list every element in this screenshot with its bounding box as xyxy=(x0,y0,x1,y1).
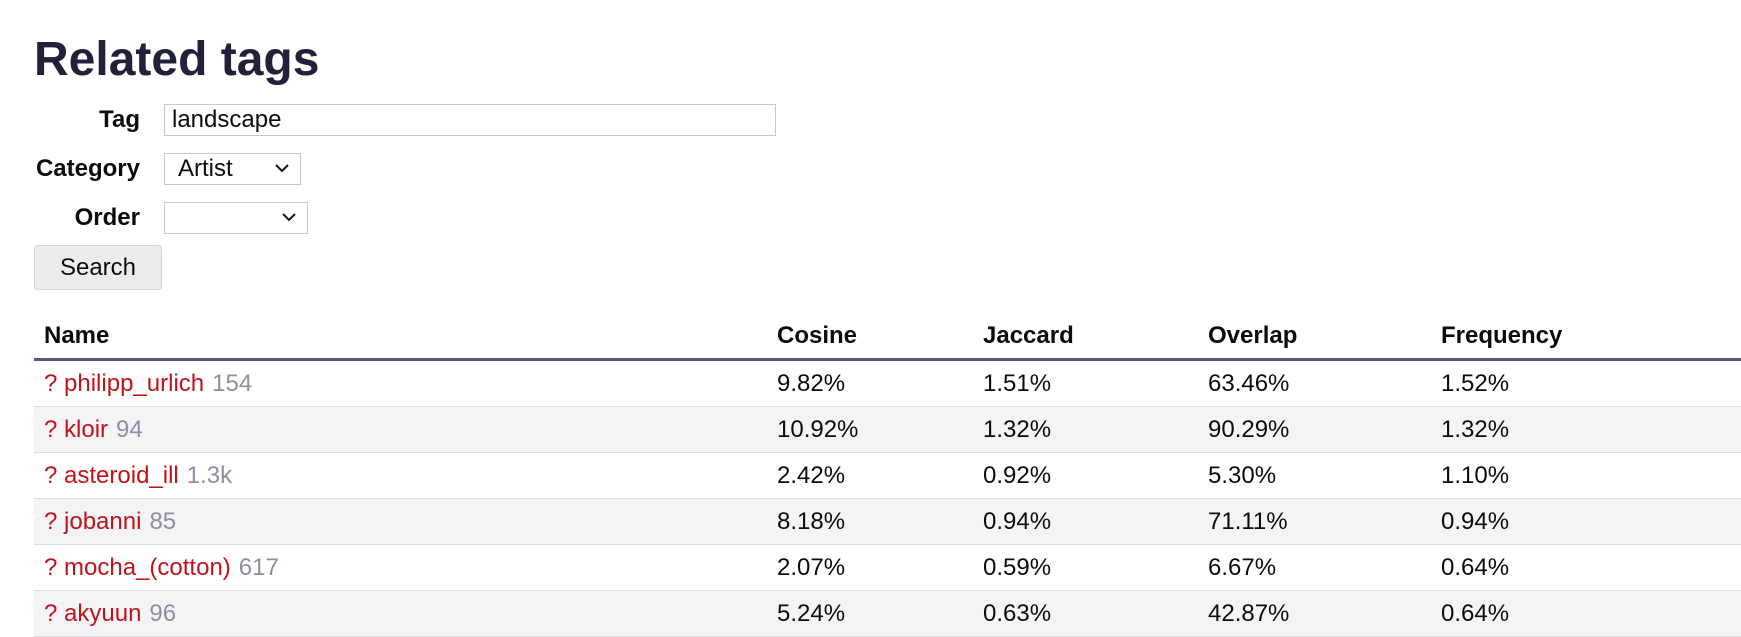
frequency-cell: 0.64% xyxy=(1431,544,1741,591)
jaccard-cell: 0.59% xyxy=(973,544,1198,591)
column-header-frequency[interactable]: Frequency xyxy=(1431,314,1741,361)
order-row: Order xyxy=(34,200,1741,236)
table-header-row: Name Cosine Jaccard Overlap Frequency xyxy=(34,314,1741,361)
wiki-help-link[interactable]: ? xyxy=(44,599,58,627)
column-header-jaccard[interactable]: Jaccard xyxy=(973,314,1198,361)
jaccard-cell: 1.32% xyxy=(973,406,1198,453)
frequency-cell: 1.10% xyxy=(1431,452,1741,499)
order-select[interactable] xyxy=(164,202,308,234)
post-count: 617 xyxy=(238,553,279,581)
post-count: 1.3k xyxy=(186,461,233,489)
category-row: Category Artist xyxy=(34,151,1741,187)
overlap-cell: 90.29% xyxy=(1198,406,1431,453)
tag-link[interactable]: akyuun xyxy=(64,599,142,627)
jaccard-cell: 0.94% xyxy=(973,498,1198,545)
name-cell: ? philipp_urlich 154 xyxy=(34,359,767,407)
tag-link[interactable]: mocha_(cotton) xyxy=(64,553,231,581)
tag-link[interactable]: asteroid_ill xyxy=(64,461,179,489)
cosine-cell: 5.24% xyxy=(767,590,973,637)
name-cell: ? kloir 94 xyxy=(34,406,767,453)
overlap-cell: 63.46% xyxy=(1198,359,1431,407)
post-count: 85 xyxy=(149,507,177,535)
cosine-cell: 2.42% xyxy=(767,452,973,499)
table-row: ? philipp_urlich 154 9.82% 1.51% 63.46% 1… xyxy=(34,359,1741,407)
post-count: 94 xyxy=(116,415,143,443)
wiki-help-link[interactable]: ? xyxy=(44,461,58,489)
name-cell: ? mocha_(cotton) 617 xyxy=(34,544,767,591)
chevron-down-icon xyxy=(282,213,296,222)
wiki-help-link[interactable]: ? xyxy=(44,507,58,535)
table-row: ? jobanni 85 8.18% 0.94% 71.11% 0.94% xyxy=(34,498,1741,545)
overlap-cell: 6.67% xyxy=(1198,544,1431,591)
tag-input[interactable] xyxy=(164,104,776,136)
page-title: Related tags xyxy=(34,33,320,86)
frequency-cell: 1.52% xyxy=(1431,359,1741,407)
table-row: ? akyuun 96 5.24% 0.63% 42.87% 0.64% xyxy=(34,590,1741,637)
category-label: Category xyxy=(35,155,140,182)
overlap-cell: 71.11% xyxy=(1198,498,1431,545)
name-cell: ? asteroid_ill 1.3k xyxy=(34,452,767,499)
tag-label: Tag xyxy=(99,106,140,133)
frequency-cell: 1.32% xyxy=(1431,406,1741,453)
tag-row: Tag xyxy=(34,102,1741,138)
post-count: 96 xyxy=(149,599,177,627)
tag-link[interactable]: philipp_urlich xyxy=(64,369,205,397)
jaccard-cell: 1.51% xyxy=(973,359,1198,407)
search-button[interactable]: Search xyxy=(34,245,162,290)
search-form: Tag Category Artist Order Search xyxy=(34,102,1741,290)
wiki-help-link[interactable]: ? xyxy=(44,553,58,581)
related-tags-table: Name Cosine Jaccard Overlap Frequency ? … xyxy=(34,314,1741,637)
category-select-value: Artist xyxy=(178,155,233,182)
column-header-overlap[interactable]: Overlap xyxy=(1198,314,1431,361)
order-label: Order xyxy=(74,204,140,231)
column-header-cosine[interactable]: Cosine xyxy=(767,314,973,361)
cosine-cell: 8.18% xyxy=(767,498,973,545)
overlap-cell: 5.30% xyxy=(1198,452,1431,499)
tag-link[interactable]: jobanni xyxy=(64,507,142,535)
name-cell: ? jobanni 85 xyxy=(34,498,767,545)
frequency-cell: 0.64% xyxy=(1431,590,1741,637)
post-count: 154 xyxy=(212,369,253,397)
wiki-help-link[interactable]: ? xyxy=(44,369,58,397)
category-select[interactable]: Artist xyxy=(164,153,301,185)
frequency-cell: 0.94% xyxy=(1431,498,1741,545)
table-row: ? kloir 94 10.92% 1.32% 90.29% 1.32% xyxy=(34,406,1741,453)
cosine-cell: 2.07% xyxy=(767,544,973,591)
table-row: ? asteroid_ill 1.3k 2.42% 0.92% 5.30% 1.1… xyxy=(34,452,1741,499)
column-header-name[interactable]: Name xyxy=(34,314,767,361)
cosine-cell: 9.82% xyxy=(767,359,973,407)
overlap-cell: 42.87% xyxy=(1198,590,1431,637)
name-cell: ? akyuun 96 xyxy=(34,590,767,637)
wiki-help-link[interactable]: ? xyxy=(44,415,58,443)
tag-link[interactable]: kloir xyxy=(64,415,109,443)
chevron-down-icon xyxy=(275,164,289,173)
jaccard-cell: 0.92% xyxy=(973,452,1198,499)
jaccard-cell: 0.63% xyxy=(973,590,1198,637)
table-row: ? mocha_(cotton) 617 2.07% 0.59% 6.67% 0.… xyxy=(34,544,1741,591)
cosine-cell: 10.92% xyxy=(767,406,973,453)
